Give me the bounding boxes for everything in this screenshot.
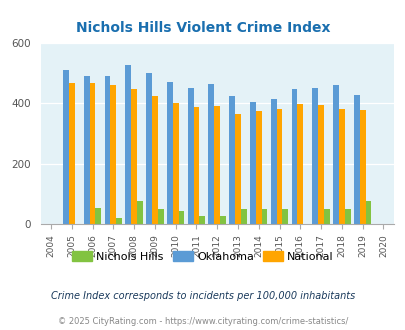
Bar — [116, 218, 122, 224]
Bar — [261, 209, 267, 224]
Bar — [234, 114, 240, 224]
Text: Crime Index corresponds to incidents per 100,000 inhabitants: Crime Index corresponds to incidents per… — [51, 291, 354, 301]
Bar — [282, 209, 288, 224]
Bar — [220, 216, 225, 224]
Bar — [187, 88, 193, 224]
Bar — [90, 83, 95, 224]
Bar — [270, 99, 276, 224]
Bar — [255, 111, 261, 224]
Bar — [63, 70, 69, 224]
Bar — [193, 107, 199, 224]
Text: Nichols Hills Violent Crime Index: Nichols Hills Violent Crime Index — [76, 21, 329, 35]
Bar — [353, 95, 359, 224]
Bar — [199, 216, 205, 224]
Bar — [214, 106, 220, 224]
Bar — [146, 73, 151, 224]
Text: © 2025 CityRating.com - https://www.cityrating.com/crime-statistics/: © 2025 CityRating.com - https://www.city… — [58, 317, 347, 326]
Bar — [69, 83, 75, 224]
Bar — [297, 104, 303, 224]
Bar — [172, 103, 178, 224]
Bar — [338, 109, 344, 224]
Bar — [364, 201, 371, 224]
Bar — [158, 209, 163, 224]
Bar — [151, 96, 158, 224]
Bar — [125, 65, 131, 224]
Bar — [276, 109, 282, 224]
Bar — [291, 89, 297, 224]
Bar — [166, 82, 172, 224]
Bar — [95, 208, 101, 224]
Legend: Nichols Hills, Oklahoma, National: Nichols Hills, Oklahoma, National — [67, 247, 338, 267]
Bar — [229, 96, 234, 224]
Bar — [83, 76, 90, 224]
Bar — [249, 103, 255, 224]
Bar — [208, 84, 214, 224]
Bar — [311, 88, 318, 224]
Bar — [333, 84, 338, 224]
Bar — [318, 105, 323, 224]
Bar — [344, 209, 350, 224]
Bar — [131, 89, 136, 224]
Bar — [359, 110, 364, 224]
Bar — [178, 211, 184, 224]
Bar — [323, 209, 329, 224]
Bar — [240, 209, 246, 224]
Bar — [136, 201, 143, 224]
Bar — [104, 76, 110, 224]
Bar — [110, 84, 116, 224]
